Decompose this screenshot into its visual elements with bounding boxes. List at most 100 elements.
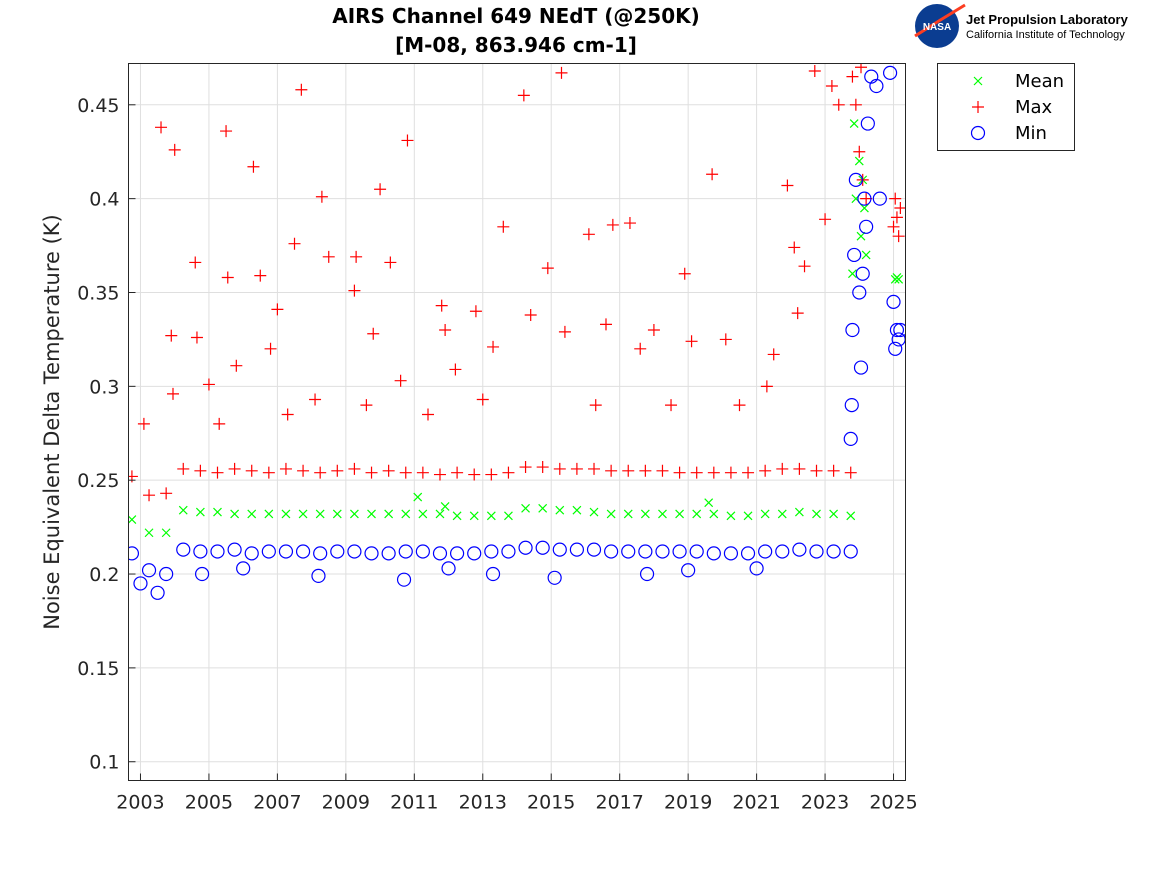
min-point — [882, 65, 898, 80]
max-point — [485, 468, 498, 481]
min-point — [749, 561, 764, 576]
max-point — [599, 318, 612, 331]
legend-label-min: Min — [1015, 123, 1047, 144]
mean-point — [264, 509, 274, 519]
max-point — [678, 267, 691, 280]
max-point — [890, 211, 903, 224]
min-point — [210, 544, 225, 559]
min-point — [826, 544, 841, 559]
max-point — [553, 462, 566, 475]
min-point — [638, 544, 653, 559]
max-point — [589, 399, 602, 412]
min-point — [501, 544, 516, 559]
max-point — [588, 462, 601, 475]
max-point — [348, 284, 361, 297]
max-point — [160, 487, 173, 500]
max-point — [254, 269, 267, 282]
max-point — [451, 466, 464, 479]
x-tick-label: 2023 — [801, 792, 849, 814]
min-point — [893, 322, 906, 338]
max-point — [281, 408, 294, 421]
min-point — [852, 285, 867, 300]
jpl-name: Jet Propulsion Laboratory — [966, 12, 1129, 27]
series-max — [128, 63, 906, 502]
jpl-logo: NASA Jet Propulsion Laboratory Californi… — [914, 3, 1129, 48]
y-tick-label: 0.4 — [89, 189, 119, 211]
max-point — [497, 220, 510, 233]
max-point — [469, 305, 482, 318]
max-point — [416, 466, 429, 479]
max-point — [791, 307, 804, 320]
min-point — [639, 566, 655, 582]
max-point — [382, 464, 395, 477]
max-point — [827, 464, 840, 477]
svg-text:NASA: NASA — [923, 22, 951, 33]
min-point — [740, 546, 756, 561]
max-point — [605, 464, 618, 477]
min-point — [586, 542, 602, 557]
max-point — [656, 464, 669, 477]
x-tick-label: 2003 — [116, 792, 164, 814]
plot-area — [128, 63, 906, 600]
mean-point — [440, 502, 450, 511]
min-point — [604, 544, 619, 559]
x-tick-label: 2005 — [185, 792, 233, 814]
min-point — [398, 544, 413, 559]
min-point — [415, 544, 430, 559]
min-point — [848, 172, 863, 187]
min-point — [621, 544, 636, 559]
x-tick-label: 2015 — [527, 792, 575, 814]
min-point — [889, 322, 905, 338]
min-point — [381, 546, 396, 561]
max-point — [707, 466, 720, 479]
x-tick-label: 2019 — [664, 792, 712, 814]
max-point — [143, 489, 156, 502]
mean-point — [704, 498, 714, 508]
chart-title-line1: AIRS Channel 649 NEdT (@250K) — [332, 4, 700, 28]
max-point — [314, 466, 327, 479]
y-tick-label: 0.25 — [77, 470, 119, 492]
max-point — [558, 325, 571, 338]
max-point — [639, 464, 652, 477]
max-point — [570, 462, 583, 475]
max-point — [297, 464, 310, 477]
mean-point — [144, 528, 154, 538]
mean-point — [538, 503, 548, 513]
max-point — [536, 461, 549, 474]
max-point — [288, 237, 301, 250]
min-point — [295, 544, 311, 559]
max-point — [331, 464, 344, 477]
mean-point — [555, 505, 565, 515]
min-point — [311, 568, 326, 584]
max-point — [309, 393, 322, 406]
x-tick-label: 2013 — [459, 792, 507, 814]
legend-marker-max-icon — [972, 101, 984, 113]
min-point — [888, 341, 903, 356]
max-point — [819, 213, 832, 226]
min-point — [441, 561, 456, 576]
min-point — [150, 585, 165, 600]
max-point — [348, 462, 361, 475]
min-point — [128, 546, 140, 561]
max-point — [622, 464, 635, 477]
mean-point — [213, 507, 222, 517]
max-point — [350, 250, 363, 263]
max-point — [706, 168, 719, 181]
mean-point — [726, 511, 736, 521]
mean-point — [401, 509, 411, 519]
max-point — [502, 466, 515, 479]
max-point — [168, 143, 181, 156]
max-point — [228, 462, 241, 475]
max-point — [894, 202, 906, 215]
max-point — [137, 417, 150, 430]
mean-point — [675, 509, 685, 519]
max-point — [844, 466, 857, 479]
mean-point — [860, 203, 869, 213]
y-tick-label: 0.15 — [77, 658, 119, 680]
max-point — [776, 462, 789, 475]
min-point — [364, 546, 379, 561]
max-point — [767, 348, 780, 361]
max-point — [439, 324, 452, 337]
mean-point — [504, 511, 513, 521]
max-point — [519, 461, 532, 474]
